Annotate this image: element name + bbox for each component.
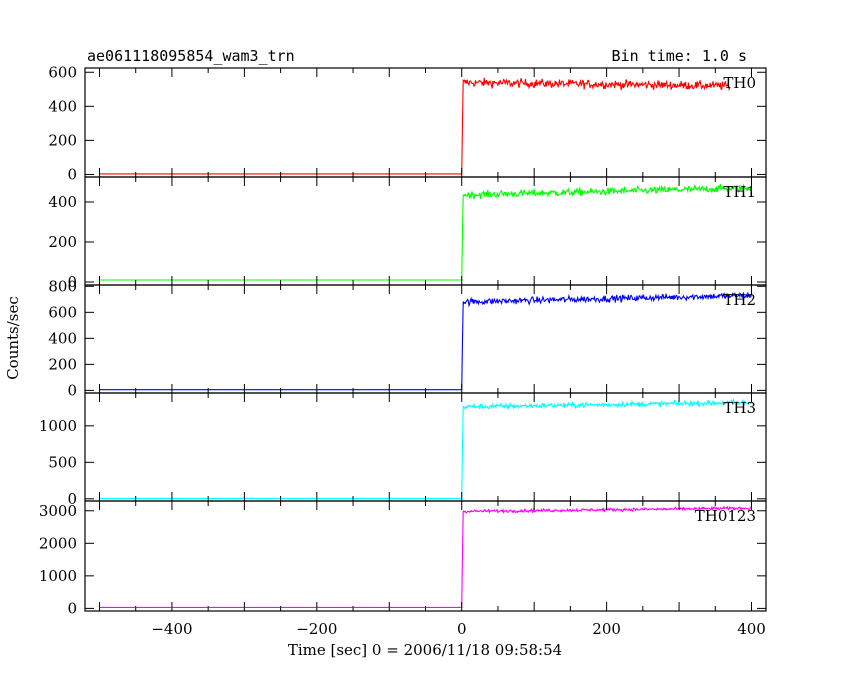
y-tick-label: 500 (48, 453, 77, 471)
series-line-th0 (99, 77, 731, 175)
y-tick-label: 1000 (39, 567, 77, 585)
bin-time-label: Bin time: 1.0 s (612, 47, 747, 65)
x-tick-label: −200 (296, 620, 337, 638)
y-tick-label: 800 (48, 277, 77, 295)
panel-frame-th3 (84, 392, 767, 502)
y-tick-label: 0 (67, 273, 77, 291)
panel-label-th2: TH2 (723, 291, 756, 309)
x-tick-label: 200 (592, 620, 621, 638)
y-tick-label: 0 (67, 490, 77, 508)
y-tick-label: 0 (67, 381, 77, 399)
panel-frame-th1 (84, 176, 767, 286)
y-tick-label: 400 (48, 329, 77, 347)
y-tick-label: 400 (48, 193, 77, 211)
y-tick-label: 0 (67, 165, 77, 183)
x-tick-label: 400 (737, 620, 766, 638)
y-tick-label: 1000 (39, 417, 77, 435)
x-tick-label: −400 (151, 620, 192, 638)
y-tick-label: 200 (48, 131, 77, 149)
series-line-th0123 (99, 505, 752, 608)
y-tick-label: 2000 (39, 534, 77, 552)
panel-frame-th2 (84, 284, 767, 394)
y-tick-label: 600 (48, 63, 77, 81)
y-tick-label: 600 (48, 303, 77, 321)
series-line-th2 (99, 291, 753, 391)
panel-label-th3: TH3 (723, 399, 756, 417)
panels-group: 0 200 400 600 TH0 0 200 400 TH1 0 200 400 600 800 TH2 0… (39, 63, 767, 638)
y-tick-label: 400 (48, 97, 77, 115)
panel-frame-th0123 (84, 500, 767, 612)
y-tick-label: 0 (67, 599, 77, 617)
y-axis-label: Counts/sec (4, 296, 22, 380)
series-line-th3 (99, 397, 752, 499)
x-tick-label: 0 (457, 620, 467, 638)
y-tick-label: 3000 (39, 502, 77, 520)
chart-title: ae061118095854_wam3_trn (87, 47, 295, 65)
y-tick-label: 200 (48, 355, 77, 373)
panel-label-th0: TH0 (723, 74, 756, 92)
y-tick-label: 200 (48, 233, 77, 251)
x-axis-label: Time [sec] 0 = 2006/11/18 09:58:54 (288, 641, 562, 659)
panel-label-th0123: TH0123 (695, 507, 756, 525)
series-line-th1 (99, 183, 753, 281)
panel-label-th1: TH1 (723, 183, 756, 201)
